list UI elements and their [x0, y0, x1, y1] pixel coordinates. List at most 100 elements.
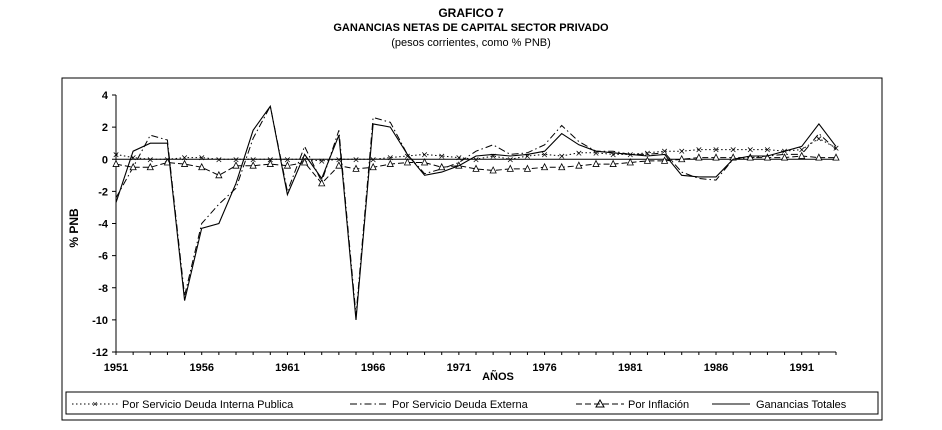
chart-subtitle: GANANCIAS NETAS DE CAPITAL SECTOR PRIVAD… — [333, 22, 609, 34]
data-point-triangle-marker — [215, 170, 223, 179]
data-point-triangle-marker — [643, 156, 652, 164]
data-point-triangle-marker — [232, 161, 240, 169]
x-tick-label: 1961 — [275, 362, 299, 374]
y-axis-label: % PNB — [67, 208, 81, 248]
data-point-x-marker: × — [489, 152, 497, 162]
data-point-triangle-marker — [678, 154, 686, 163]
chart-frame — [61, 77, 883, 421]
data-point-triangle-marker — [660, 156, 669, 164]
data-point-triangle-marker — [489, 166, 497, 174]
data-point-x-marker: × — [369, 155, 377, 165]
y-tick-label: -12 — [92, 347, 108, 359]
data-point-x-marker: × — [764, 146, 772, 156]
series-group: × × × × × × × × × × × × × × × × × × × × × × × × × × × × × × × × × × × × × ×××… — [112, 104, 840, 320]
data-point-triangle-marker — [832, 153, 840, 161]
legend-label-interna: Por Servicio Deuda Interna Publica — [122, 399, 294, 411]
x-tick-label: 1966 — [361, 362, 385, 374]
data-point-x-marker: × — [112, 150, 120, 160]
data-point-x-marker: × — [335, 155, 343, 165]
data-point-x-marker: × — [798, 146, 806, 156]
data-point-x-marker: × — [729, 146, 737, 156]
legend-marker-x: × — [92, 399, 97, 409]
data-point-triangle-marker — [249, 161, 257, 169]
y-tick-label: -2 — [98, 186, 108, 198]
y-tick-label: 0 — [102, 154, 108, 166]
y-tick-label: -6 — [98, 251, 108, 263]
data-point-triangle-marker — [403, 158, 412, 166]
data-point-triangle-marker — [506, 164, 514, 172]
data-point-triangle-marker — [695, 153, 703, 161]
data-point-x-marker: × — [678, 147, 686, 157]
data-point-x-marker: × — [695, 146, 703, 156]
data-point-x-marker: × — [198, 154, 206, 164]
data-point-x-marker: × — [249, 155, 257, 165]
legend-box — [65, 391, 879, 415]
data-point-triangle-marker — [300, 158, 309, 166]
data-point-triangle-marker — [609, 159, 617, 167]
data-point-x-marker: × — [781, 147, 789, 157]
data-point-x-marker: × — [147, 155, 155, 165]
data-point-triangle-marker — [335, 161, 343, 169]
data-point-x-marker: × — [575, 149, 583, 159]
data-point-x-marker: × — [215, 155, 223, 165]
data-point-x-marker: × — [472, 155, 480, 165]
data-point-triangle-marker — [369, 162, 377, 171]
legend: × Por Servicio Deuda Interna Publica Por… — [72, 398, 847, 411]
data-point-triangle-marker — [129, 162, 137, 171]
data-point-triangle-marker — [626, 158, 634, 166]
data-point-x-marker: × — [747, 146, 755, 156]
chart-title: GRAFICO 7 — [438, 6, 504, 20]
axes: 4 2 0 -2 -4 -6 -8 -10 -12 1951 1956 1961 1966 1971 197… — [92, 90, 837, 374]
data-point-x-marker: × — [129, 154, 137, 164]
data-point-triangle-marker — [352, 164, 360, 172]
data-point-x-marker: × — [455, 154, 463, 164]
data-point-triangle-marker — [266, 159, 274, 167]
y-tick-label: -4 — [98, 219, 109, 231]
data-point-triangle-marker — [420, 158, 429, 166]
data-point-triangle-marker — [558, 162, 566, 171]
data-point-x-marker: × — [352, 155, 360, 165]
x-tick-label: 1976 — [532, 362, 556, 374]
data-point-x-marker: × — [644, 149, 652, 159]
x-tick-label: 1991 — [789, 362, 813, 374]
data-point-triangle-marker — [472, 164, 480, 172]
data-point-triangle-marker — [592, 159, 600, 167]
series-line-4 — [115, 104, 837, 320]
data-point-x-marker: × — [232, 155, 240, 165]
data-point-x-marker: × — [627, 150, 635, 160]
data-point-x-marker: × — [712, 146, 720, 156]
data-point-triangle-marker — [112, 159, 120, 167]
x-tick-label: 1971 — [447, 362, 471, 374]
y-tick-label: -8 — [98, 283, 108, 295]
data-point-x-marker: × — [558, 152, 566, 162]
data-point-triangle-marker — [712, 153, 720, 161]
data-point-triangle-marker — [318, 178, 326, 187]
data-point-x-marker: × — [404, 152, 412, 162]
data-point-x-marker: × — [609, 150, 617, 160]
data-point-triangle-marker — [438, 162, 446, 171]
data-point-triangle-marker — [746, 153, 754, 161]
x-tick-label: 1981 — [618, 362, 642, 374]
y-tick-label: 4 — [102, 90, 109, 102]
data-point-x-marker: × — [507, 155, 515, 165]
chart-note: (pesos corrientes, como % PNB) — [391, 37, 551, 49]
legend-marker-triangle — [595, 398, 605, 408]
data-point-triangle-marker — [780, 153, 789, 161]
data-point-x-marker: × — [815, 134, 823, 144]
data-point-triangle-marker — [815, 153, 823, 161]
y-tick-label: 2 — [102, 122, 108, 134]
data-point-triangle-marker — [283, 161, 292, 169]
y-tick-label: -10 — [92, 315, 108, 327]
series-line-2 — [115, 104, 837, 316]
chart-titles: GRAFICO 7 GANANCIAS NETAS DE CAPITAL SEC… — [0, 6, 942, 51]
data-point-triangle-marker — [180, 159, 189, 167]
x-tick-label: 1986 — [704, 362, 728, 374]
data-point-triangle-marker — [386, 159, 394, 167]
data-point-triangle-marker — [198, 162, 206, 171]
data-point-x-marker: × — [661, 147, 669, 157]
data-point-x-marker: × — [387, 154, 395, 164]
data-point-triangle-marker — [523, 164, 532, 172]
data-point-x-marker: × — [524, 152, 532, 162]
data-point-triangle-marker — [798, 151, 806, 159]
